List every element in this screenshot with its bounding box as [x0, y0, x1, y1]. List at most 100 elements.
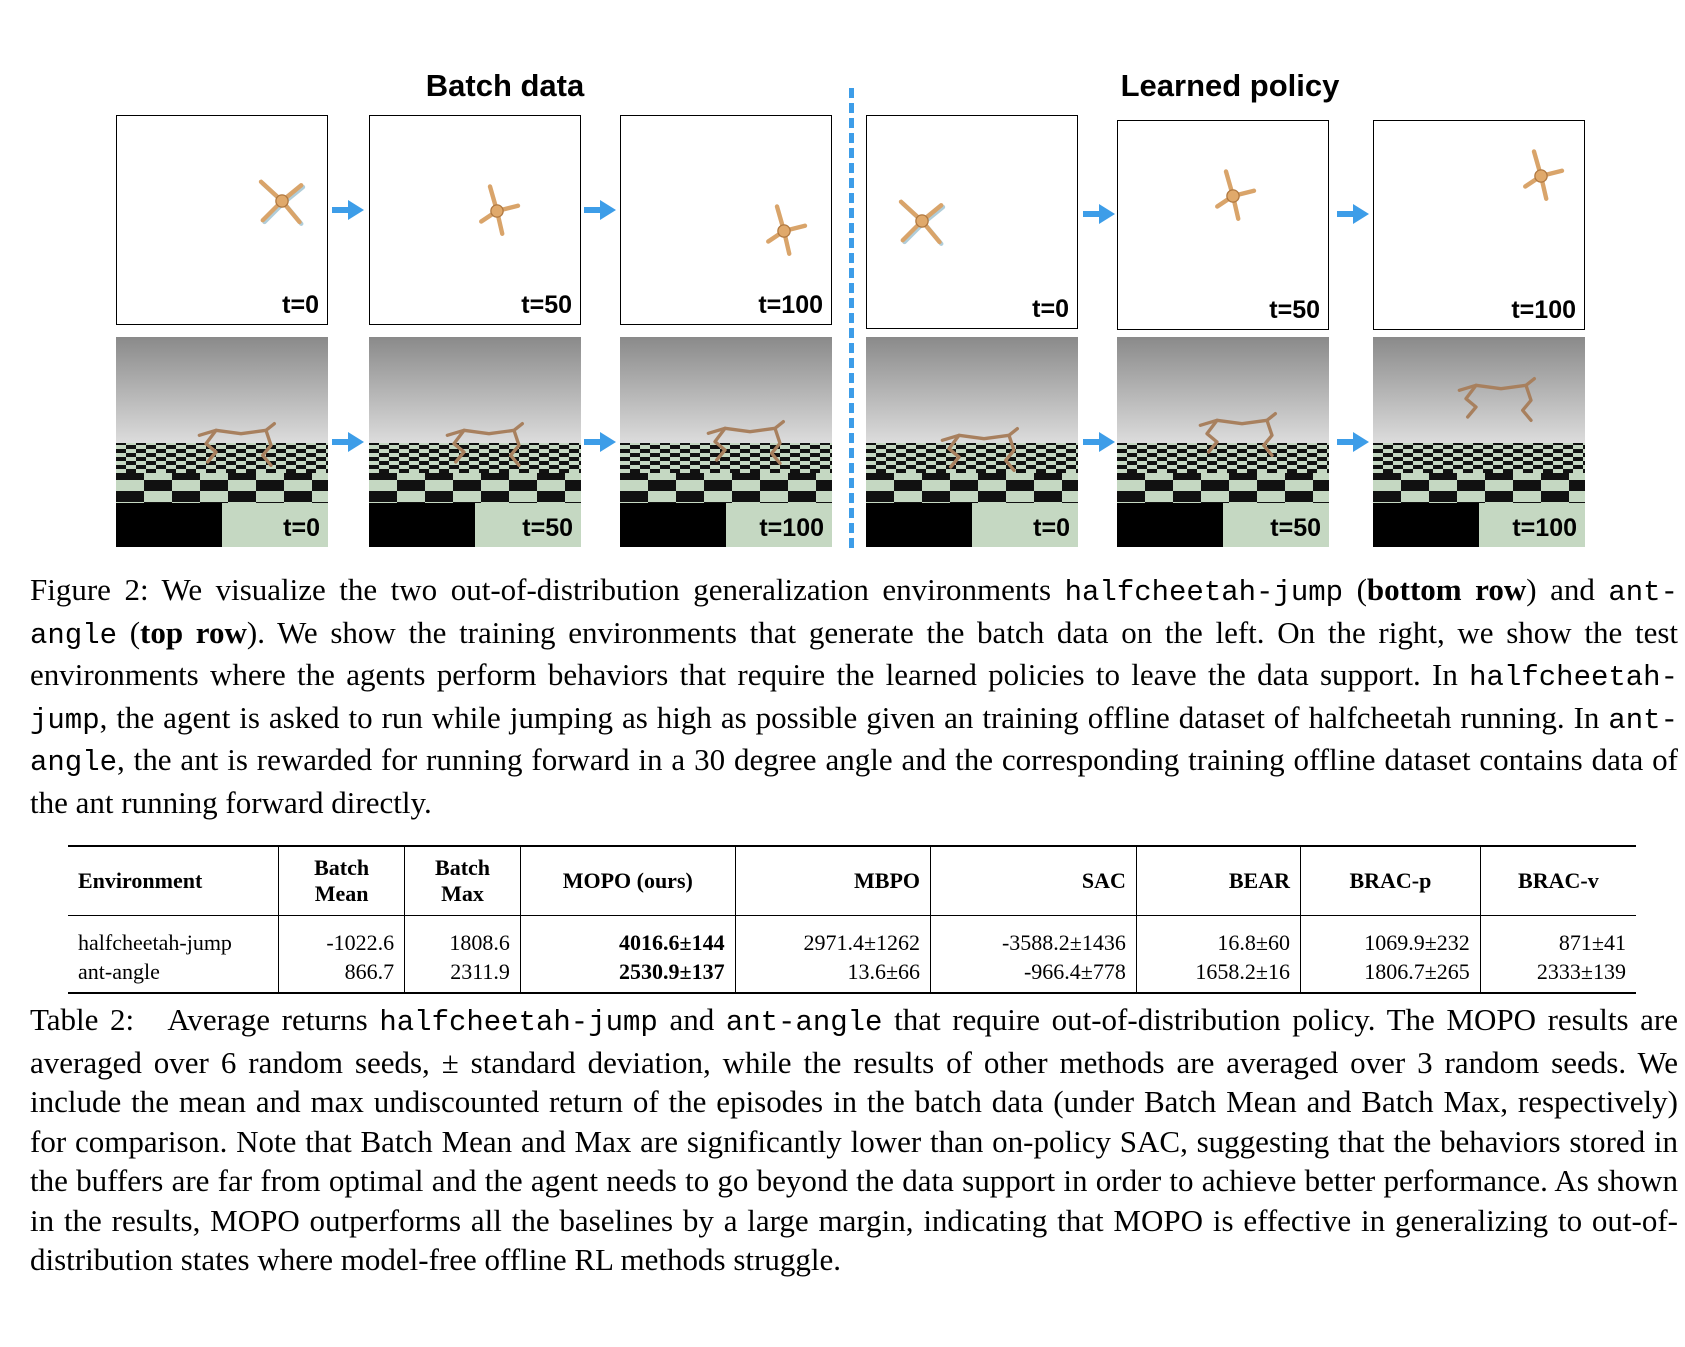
ant-agent — [1506, 141, 1576, 211]
cell-bear: 16.8±60 — [1136, 915, 1302, 957]
cheetah-panel-batch-t100: t=100 — [620, 337, 832, 547]
cheetah-panel-batch-t0: t=0 — [116, 337, 328, 547]
time-label: t=0 — [283, 514, 320, 542]
results-table: Environment Batch Mean Batch Max MOPO (our… — [68, 845, 1636, 994]
cheetah-panel-policy-t50: t=50 — [1117, 337, 1329, 547]
cell-env: ant-angle — [68, 957, 279, 993]
ant-panel-policy-t0: t=0 — [866, 115, 1078, 329]
caption-text: Average returns — [134, 1002, 380, 1037]
env-name: ant-angle — [30, 576, 1678, 652]
checkerboard-scene — [1373, 337, 1585, 547]
caption-text: and — [657, 1002, 726, 1037]
time-label: t=100 — [759, 514, 824, 542]
time-label: t=100 — [758, 291, 823, 319]
caption-text: that require out-of-distribution policy.… — [30, 1002, 1679, 1277]
ant-panel-batch-t0: t=0 — [116, 115, 328, 325]
ant-agent — [749, 196, 819, 266]
caption-text: ( — [117, 614, 141, 650]
cell-mbpo: 2971.4±1262 — [735, 915, 932, 957]
caption-text: ) and — [1526, 572, 1609, 607]
time-label: t=100 — [1511, 296, 1576, 324]
cell-mopo: 4016.6±144 — [520, 915, 736, 957]
cell-brac-v: 871±41 — [1558, 930, 1626, 955]
env-name: ant-angle — [30, 703, 1678, 780]
cell-bear: 1658.2±16 — [1136, 957, 1302, 993]
table-row: ant-angle 866.7 2311.9 2530.9±137 13.6±6… — [68, 957, 1636, 993]
checkerboard-scene — [116, 337, 328, 547]
checkerboard-scene — [1117, 337, 1329, 547]
cheetah-panel-batch-t50: t=50 — [369, 337, 581, 547]
arrow-right-icon — [584, 432, 616, 452]
batch-data-title: Batch data — [425, 68, 585, 103]
arrow-right-icon — [1337, 204, 1369, 224]
cell-batch-mean: -1022.6 — [278, 915, 406, 957]
table-label: Table 2: — [30, 1002, 135, 1037]
header-bear: BEAR — [1136, 846, 1302, 916]
header-text: Mean — [314, 881, 369, 906]
env-name: halfcheetah-jump — [379, 1006, 658, 1039]
batch-policy-divider — [849, 88, 854, 548]
learned-policy-title: Learned policy — [1120, 68, 1340, 103]
caption-text: ( — [1343, 572, 1367, 607]
ant-panel-batch-t50: t=50 — [369, 115, 581, 325]
checkerboard-scene — [620, 337, 832, 547]
cell-mopo: 2530.9±137 — [520, 957, 736, 993]
env-name: halfcheetah-jump — [1064, 576, 1344, 609]
cell-brac-p: 1069.9±232 — [1300, 915, 1481, 957]
arrow-right-icon — [332, 432, 364, 452]
arrow-right-icon — [1083, 432, 1115, 452]
env-name: halfcheetah-jump — [30, 661, 1678, 737]
header-environment: Environment — [68, 846, 279, 916]
time-label: t=0 — [1033, 514, 1070, 542]
header-brac-p: BRAC-p — [1300, 846, 1481, 916]
caption-bold: top row — [140, 614, 247, 650]
checkerboard-scene — [866, 337, 1078, 547]
cell-brac-v: 2333±139 — [1536, 959, 1626, 984]
cell-sac: -3588.2±1436 — [930, 915, 1137, 957]
time-label: t=50 — [1269, 296, 1320, 324]
ant-panel-policy-t50: t=50 — [1117, 120, 1329, 330]
cheetah-panel-policy-t100: t=100 — [1373, 337, 1585, 547]
ant-agent — [247, 166, 317, 236]
time-label: t=50 — [521, 291, 572, 319]
caption-text: , the agent is asked to run while jumpin… — [99, 699, 1609, 735]
time-label: t=50 — [522, 514, 573, 542]
env-name: ant-angle — [725, 1006, 883, 1039]
cell-mbpo: 13.6±66 — [735, 957, 932, 993]
arrow-right-icon — [332, 200, 364, 220]
header-sac: SAC — [930, 846, 1137, 916]
time-label: t=100 — [1512, 514, 1577, 542]
figure-caption: Figure 2: We visualize the two out-of-di… — [30, 570, 1678, 822]
ant-agent — [1198, 161, 1268, 231]
cell-batch-max: 1808.6 — [404, 915, 521, 957]
ant-panel-policy-t100: t=100 — [1373, 120, 1585, 330]
table-header-row: Environment Batch Mean Batch Max MOPO (our… — [68, 846, 1636, 916]
caption-text: ). We show the training environments tha… — [30, 614, 1679, 693]
ant-panel-batch-t100: t=100 — [620, 115, 832, 325]
cheetah-panel-policy-t0: t=0 — [866, 337, 1078, 547]
cell-batch-max: 2311.9 — [404, 957, 521, 993]
table-row: halfcheetah-jump -1022.6 1808.6 4016.6±1… — [68, 915, 1636, 957]
header-text: Batch — [435, 855, 491, 880]
cell-batch-mean: 866.7 — [278, 957, 406, 993]
arrow-right-icon — [1337, 432, 1369, 452]
header-text: Max — [441, 881, 484, 906]
checkerboard-scene — [369, 337, 581, 547]
time-label: t=0 — [1032, 295, 1069, 323]
caption-text: We visualize the two out-of-distribution… — [148, 572, 1065, 607]
caption-bold: bottom row — [1366, 572, 1527, 607]
ant-agent — [462, 176, 532, 246]
cell-env: halfcheetah-jump — [68, 915, 279, 957]
header-batch-mean: Batch Mean — [278, 846, 406, 916]
arrow-right-icon — [584, 200, 616, 220]
caption-text: , the ant is rewarded for running forwar… — [30, 742, 1678, 820]
arrow-right-icon — [1083, 204, 1115, 224]
figure-label: Figure 2: — [30, 572, 149, 607]
header-text: Batch — [314, 855, 370, 880]
ant-agent — [887, 186, 957, 256]
cell-brac-p: 1806.7±265 — [1300, 957, 1481, 993]
header-brac-v: BRAC-v — [1480, 846, 1636, 916]
header-mbpo: MBPO — [735, 846, 932, 916]
header-mopo: MOPO (ours) — [520, 846, 736, 916]
header-batch-max: Batch Max — [404, 846, 521, 916]
